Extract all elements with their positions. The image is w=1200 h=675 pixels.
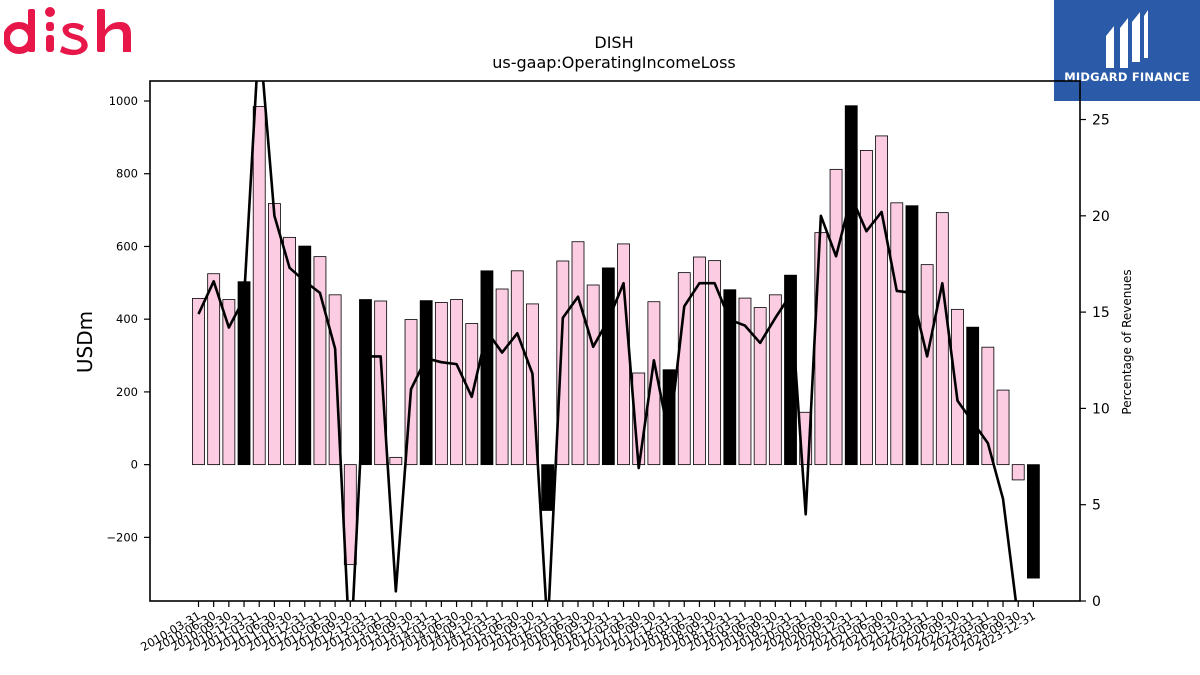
bar: [601, 267, 615, 466]
bar: [571, 241, 585, 466]
bar: [434, 302, 448, 466]
bar: [313, 256, 327, 466]
y2-axis-label: Percentage of Revenues: [1120, 269, 1134, 414]
bar: [419, 300, 433, 466]
bar: [738, 297, 752, 466]
bar: [935, 212, 949, 466]
bar: [1027, 464, 1040, 579]
bar: [450, 299, 463, 466]
bar: [662, 369, 676, 466]
bar: [996, 389, 1010, 466]
bar: [966, 326, 980, 466]
y-tick-label: 400: [116, 312, 138, 326]
bar: [647, 301, 661, 466]
bar: [768, 294, 782, 466]
bar: [981, 346, 995, 466]
y-tick-label: 800: [116, 167, 138, 181]
bar: [905, 205, 919, 466]
y2-tick-label: 25: [1092, 113, 1110, 129]
y2-tick-label: 10: [1092, 401, 1110, 417]
chart-title: DISH: [594, 33, 633, 52]
plot-frame: [149, 80, 1081, 602]
bar: [860, 150, 873, 466]
bar: [814, 232, 828, 466]
bar: [207, 273, 221, 466]
bar: [890, 202, 904, 466]
chart-subtitle: us-gaap:OperatingIncomeLoss: [492, 53, 736, 72]
bar: [875, 135, 888, 466]
bar: [723, 289, 737, 466]
midgard-brand-text: MIDGARD FINANCE: [1064, 70, 1190, 84]
bar: [267, 203, 281, 466]
bar: [495, 288, 509, 466]
y2-tick-label: 20: [1092, 209, 1110, 225]
bar: [920, 264, 934, 466]
dish-logo: dish: [4, 7, 131, 56]
bar: [298, 245, 312, 466]
midgard-emblem-icon: [1106, 10, 1148, 68]
y-tick-label: 600: [116, 239, 138, 253]
bar: [951, 308, 964, 466]
bar: [708, 260, 722, 466]
bar: [693, 256, 706, 466]
y-axis-label: USDm: [73, 311, 97, 373]
bar: [222, 299, 236, 466]
y2-tick-label: 5: [1092, 498, 1101, 514]
bar: [283, 236, 296, 466]
bar: [1011, 464, 1025, 481]
bar: [586, 284, 600, 466]
bar: [192, 298, 205, 466]
bar: [617, 243, 630, 466]
bar: [541, 464, 555, 511]
midgard-finance-logo: MIDGARD FINANCE: [1054, 0, 1200, 101]
y-tick-label: −200: [106, 530, 138, 544]
bar: [829, 168, 843, 466]
y2-tick-label: 0: [1092, 594, 1101, 610]
y-tick-label: 200: [116, 385, 138, 399]
bar: [480, 270, 494, 466]
bar: [844, 105, 858, 466]
y-tick-label: 0: [131, 458, 138, 472]
bar: [753, 307, 767, 466]
bar: [374, 300, 388, 466]
bar: [389, 456, 403, 466]
y2-tick-label: 15: [1092, 305, 1110, 321]
y-tick-label: 1000: [109, 94, 138, 108]
percentage-line: [197, 81, 1018, 601]
bar: [510, 270, 524, 466]
bar: [556, 260, 570, 466]
bar: [252, 106, 266, 466]
